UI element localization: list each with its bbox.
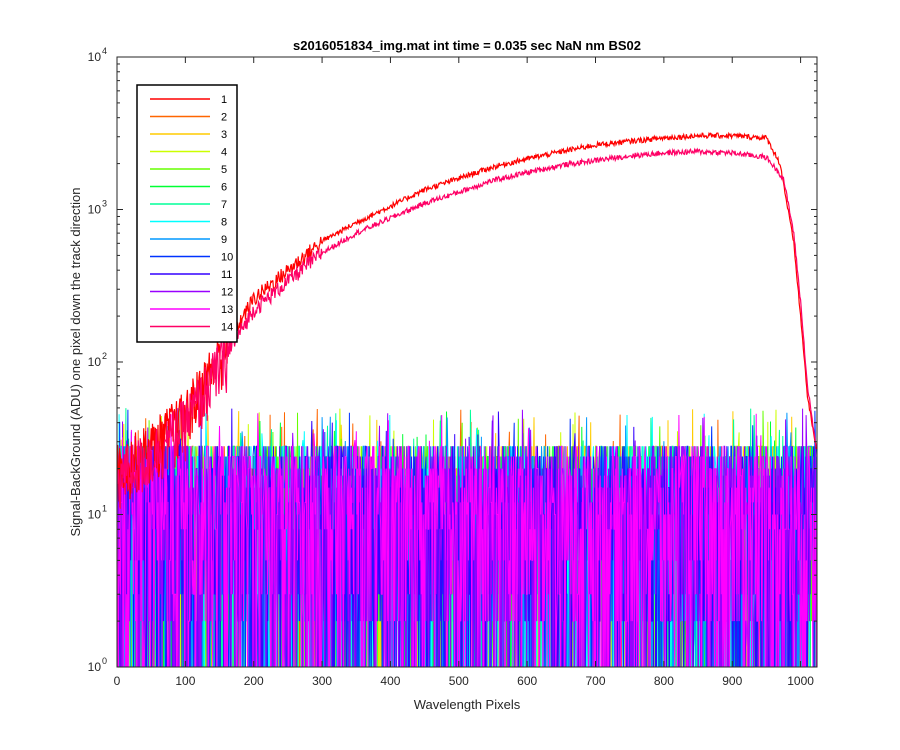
legend-label-10: 10: [221, 252, 233, 264]
legend-box: [136, 84, 238, 343]
chart-title: s2016051834_img.mat int time = 0.035 sec…: [293, 38, 641, 53]
x-tick-label: 800: [654, 674, 674, 688]
x-tick-label: 100: [175, 674, 195, 688]
x-tick-label: 300: [312, 674, 332, 688]
legend-label-2: 2: [221, 112, 227, 124]
x-tick-label: 900: [722, 674, 742, 688]
x-tick-label: 500: [449, 674, 469, 688]
x-tick-label: 200: [244, 674, 264, 688]
y-tick-label: 10: [88, 203, 102, 217]
y-tick-exponent: 2: [102, 351, 107, 361]
legend-label-7: 7: [221, 199, 227, 211]
legend-label-9: 9: [221, 234, 227, 246]
series-13-line: [117, 413, 817, 667]
x-tick-label: 400: [380, 674, 400, 688]
legend-label-3: 3: [221, 129, 227, 141]
y-axis-label: Signal-BackGround (ADU) one pixel down t…: [68, 187, 83, 536]
x-tick-label: 600: [517, 674, 537, 688]
y-tick-label: 10: [88, 355, 102, 369]
legend-label-5: 5: [221, 164, 227, 176]
legend-label-8: 8: [221, 217, 227, 229]
y-tick-exponent: 4: [102, 46, 107, 56]
legend-label-13: 13: [221, 304, 233, 316]
y-tick-exponent: 3: [102, 199, 107, 209]
x-axis-label: Wavelength Pixels: [414, 697, 521, 712]
y-tick-label: 10: [88, 50, 102, 64]
legend-label-6: 6: [221, 182, 227, 194]
legend-label-1: 1: [221, 94, 227, 106]
y-tick-label: 10: [88, 660, 102, 674]
x-tick-label: 0: [114, 674, 121, 688]
legend-label-11: 11: [221, 269, 232, 281]
legend-label-12: 12: [221, 287, 233, 299]
legend-label-4: 4: [221, 147, 227, 159]
x-tick-label: 700: [586, 674, 606, 688]
y-tick-label: 10: [88, 508, 102, 522]
legend-label-14: 14: [221, 322, 233, 334]
x-tick-label: 1000: [787, 674, 814, 688]
y-tick-exponent: 1: [102, 504, 107, 514]
y-tick-exponent: 0: [102, 656, 107, 666]
